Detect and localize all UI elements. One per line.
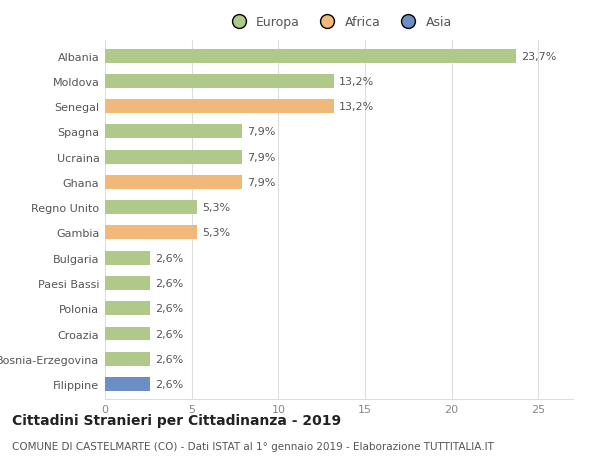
Text: 2,6%: 2,6%: [155, 354, 184, 364]
Bar: [105, 302, 150, 315]
Text: 2,6%: 2,6%: [155, 278, 184, 288]
Text: 7,9%: 7,9%: [247, 127, 275, 137]
Text: 23,7%: 23,7%: [521, 51, 556, 62]
Bar: [105, 201, 197, 215]
Legend: Europa, Africa, Asia: Europa, Africa, Asia: [223, 13, 455, 32]
Text: 5,3%: 5,3%: [202, 203, 230, 213]
Bar: [105, 226, 197, 240]
Bar: [105, 276, 150, 290]
Text: 13,2%: 13,2%: [339, 102, 374, 112]
Text: 5,3%: 5,3%: [202, 228, 230, 238]
Bar: [105, 251, 150, 265]
Text: 2,6%: 2,6%: [155, 329, 184, 339]
Bar: [105, 75, 334, 89]
Text: COMUNE DI CASTELMARTE (CO) - Dati ISTAT al 1° gennaio 2019 - Elaborazione TUTTIT: COMUNE DI CASTELMARTE (CO) - Dati ISTAT …: [12, 441, 494, 451]
Bar: [105, 377, 150, 391]
Bar: [105, 175, 242, 190]
Bar: [105, 100, 334, 114]
Text: 13,2%: 13,2%: [339, 77, 374, 87]
Text: 2,6%: 2,6%: [155, 253, 184, 263]
Bar: [105, 151, 242, 164]
Text: 2,6%: 2,6%: [155, 379, 184, 389]
Bar: [105, 327, 150, 341]
Text: 7,9%: 7,9%: [247, 152, 275, 162]
Bar: [105, 352, 150, 366]
Bar: [105, 125, 242, 139]
Text: Cittadini Stranieri per Cittadinanza - 2019: Cittadini Stranieri per Cittadinanza - 2…: [12, 413, 341, 427]
Text: 2,6%: 2,6%: [155, 303, 184, 313]
Text: 7,9%: 7,9%: [247, 178, 275, 187]
Bar: [105, 50, 516, 63]
